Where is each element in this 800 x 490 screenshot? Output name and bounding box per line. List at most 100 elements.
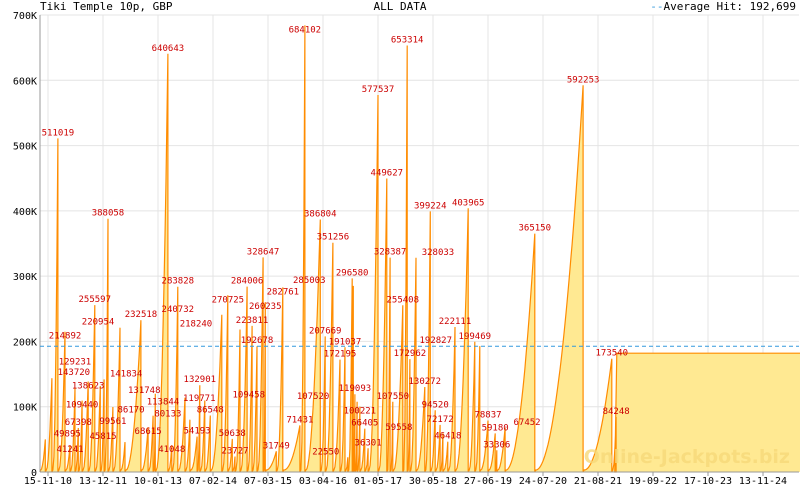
x-tick-label: 17-10-23 — [684, 476, 732, 487]
peak-label: 67398 — [65, 418, 92, 428]
peak-label: 282761 — [267, 287, 300, 297]
x-tick-label: 03-04-16 — [299, 476, 347, 487]
peak-label: 328387 — [374, 248, 407, 258]
y-tick-label: 400K — [13, 207, 37, 218]
peak-label: 33306 — [483, 440, 510, 450]
peak-label: 270725 — [212, 295, 245, 305]
peak-label: 199469 — [459, 332, 492, 342]
legend: --Average Hit: 192,699 — [650, 0, 796, 14]
peak-label: 511019 — [42, 128, 75, 138]
peak-label: 399224 — [414, 201, 447, 211]
series-line — [39, 25, 800, 473]
y-tick-label: 600K — [13, 76, 37, 87]
peak-label: 403965 — [452, 198, 485, 208]
peak-label: 296580 — [336, 268, 369, 278]
peak-label: 86548 — [197, 405, 224, 415]
peak-label: 72172 — [427, 415, 454, 425]
peak-label: 109458 — [232, 391, 265, 401]
peak-label: 365150 — [518, 224, 551, 234]
y-tick-label: 300K — [13, 272, 37, 283]
peak-label: 138623 — [72, 381, 105, 391]
y-tick-label: 100K — [13, 403, 37, 414]
peak-label: 71431 — [286, 415, 313, 425]
x-tick-label: 30-05-18 — [409, 476, 457, 487]
peak-label: 107550 — [377, 392, 410, 402]
peak-label: 173540 — [595, 349, 628, 359]
peak-label: 285003 — [293, 276, 326, 286]
watermark: Online-Jackpots.biz — [583, 446, 790, 468]
peak-label: 388058 — [92, 209, 125, 219]
legend-average-label: Average Hit: 192,699 — [663, 0, 796, 13]
peak-label: 207669 — [309, 326, 342, 336]
peak-label: 94520 — [422, 400, 449, 410]
peak-label: 119093 — [339, 384, 372, 394]
peak-label: 119771 — [183, 394, 216, 404]
area-fill — [39, 25, 800, 472]
peak-label: 449627 — [371, 168, 404, 178]
peak-label: 192678 — [241, 336, 274, 346]
y-tick-label: 0 — [31, 468, 37, 479]
peak-label: 45815 — [89, 432, 116, 442]
peak-label: 141834 — [110, 369, 143, 379]
peak-label: 80133 — [154, 410, 181, 420]
x-tick-label: 10-01-13 — [134, 476, 182, 487]
peak-label: 130272 — [408, 377, 441, 387]
peak-label: 222111 — [439, 317, 472, 327]
peak-label: 66405 — [351, 419, 378, 429]
x-tick-label: 13-12-11 — [79, 476, 127, 487]
x-tick-label: 21-08-21 — [574, 476, 622, 487]
peak-label: 191037 — [329, 337, 362, 347]
peak-label: 260235 — [249, 302, 282, 312]
peak-label: 67452 — [514, 418, 541, 428]
peak-label: 220954 — [82, 318, 115, 328]
peak-label: 84248 — [603, 407, 630, 417]
peak-label: 46418 — [434, 432, 461, 442]
peak-label: 240732 — [162, 305, 195, 315]
peak-label: 86170 — [118, 406, 145, 416]
peak-label: 192827 — [419, 336, 452, 346]
x-tick-label: 13-11-24 — [739, 476, 787, 487]
y-tick-label: 700K — [13, 11, 37, 22]
peak-label: 22550 — [312, 447, 339, 457]
peak-label: 386804 — [304, 209, 337, 219]
x-tick-label: 27-06-19 — [464, 476, 512, 487]
peak-label: 640643 — [152, 44, 185, 54]
peak-label: 54193 — [184, 427, 211, 437]
x-tick-label: 19-09-22 — [629, 476, 677, 487]
peak-label: 78837 — [474, 411, 501, 421]
peak-label: 129231 — [59, 358, 92, 368]
legend-average-swatch: -- — [650, 0, 664, 13]
peak-label: 41048 — [158, 445, 185, 455]
peak-label: 592253 — [567, 75, 600, 85]
peak-label: 68615 — [135, 427, 162, 437]
peak-label: 143720 — [58, 368, 91, 378]
peak-label: 218240 — [180, 320, 213, 330]
x-tick-label: 24-07-20 — [519, 476, 567, 487]
peak-label: 107520 — [297, 392, 330, 402]
peak-label: 255597 — [78, 295, 111, 305]
peak-label: 351256 — [317, 233, 350, 243]
y-tick-label: 500K — [13, 142, 37, 153]
peak-label: 109440 — [66, 401, 99, 411]
peak-label: 132901 — [184, 375, 217, 385]
peak-label: 41241 — [56, 445, 83, 455]
peak-label: 328647 — [247, 247, 280, 257]
peak-label: 284006 — [231, 277, 264, 287]
peak-label: 223811 — [236, 316, 269, 326]
peak-label: 59558 — [385, 423, 412, 433]
peak-label: 131748 — [128, 386, 161, 396]
peak-label: 653314 — [391, 35, 424, 45]
x-tick-label: 01-05-17 — [354, 476, 402, 487]
peak-label: 59180 — [482, 423, 509, 433]
peak-label: 328033 — [422, 248, 455, 258]
peak-label: 232518 — [125, 310, 158, 320]
x-tick-label: 15-11-10 — [24, 476, 72, 487]
peak-label: 577537 — [362, 85, 395, 95]
peak-label: 172962 — [394, 349, 427, 359]
peak-label: 684102 — [289, 25, 322, 35]
peak-label: 113844 — [147, 398, 180, 408]
y-tick-label: 200K — [13, 337, 37, 348]
x-tick-label: 07-02-14 — [189, 476, 237, 487]
peak-label: 255408 — [386, 295, 419, 305]
